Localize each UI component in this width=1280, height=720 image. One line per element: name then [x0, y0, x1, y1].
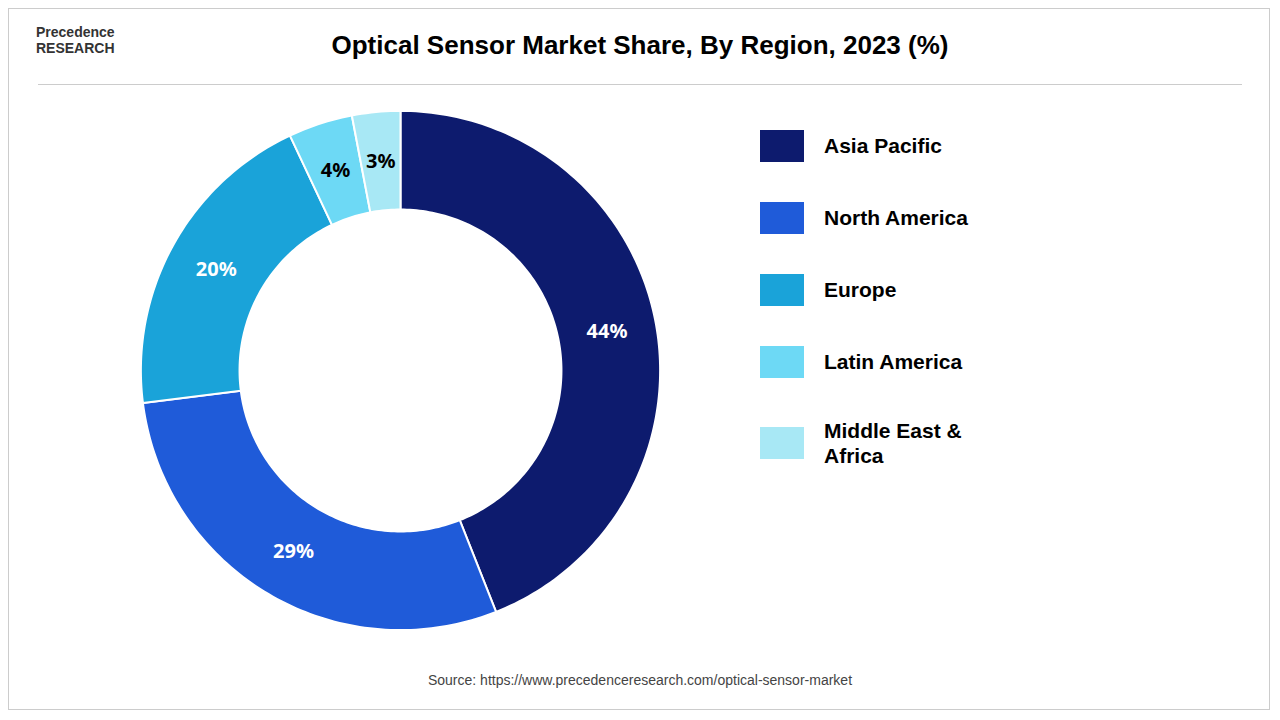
- html-text:Optical Sensor Market Share, B: Optical Sensor Market Share, By Region, …: [331, 30, 949, 60]
- html-text:Latin America: Latin America: [824, 350, 963, 374]
- html-text:Europe: Europe: [824, 278, 897, 302]
- svg-text:3%: 3%: [366, 147, 395, 174]
- html-text:Middle East & Africa: Middle East & Africa: [824, 419, 962, 468]
- svg-text:44%: 44%: [587, 316, 628, 343]
- svg-text:20%: 20%: [196, 255, 237, 282]
- html-text:Asia Pacific: Asia Pacific: [824, 134, 942, 158]
- svg-text:29%: 29%: [273, 537, 314, 564]
- html-text:Source: https://www.precedence: Source: https://www.precedenceresearch.c…: [428, 672, 852, 688]
- svg-text:4%: 4%: [321, 156, 350, 183]
- html-text:Precedence RESEARCH: Precedence RESEARCH: [36, 24, 115, 57]
- html-text:North America: North America: [824, 206, 968, 230]
